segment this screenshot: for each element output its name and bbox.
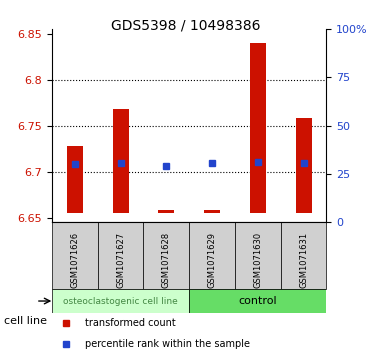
FancyBboxPatch shape — [189, 289, 326, 314]
Bar — [158, 211, 174, 213]
Text: cell line: cell line — [4, 316, 47, 326]
Bar — [112, 109, 129, 213]
Text: control: control — [239, 296, 277, 306]
Text: GSM1071630: GSM1071630 — [253, 232, 262, 288]
Text: GSM1071631: GSM1071631 — [299, 232, 308, 288]
Text: GSM1071626: GSM1071626 — [70, 232, 79, 288]
Text: GDS5398 / 10498386: GDS5398 / 10498386 — [111, 18, 260, 32]
FancyBboxPatch shape — [52, 289, 189, 314]
Bar — [296, 118, 312, 213]
Text: GSM1071627: GSM1071627 — [116, 232, 125, 288]
FancyBboxPatch shape — [52, 222, 98, 289]
Text: osteoclastogenic cell line: osteoclastogenic cell line — [63, 297, 178, 306]
FancyBboxPatch shape — [281, 222, 326, 289]
Text: GSM1071628: GSM1071628 — [162, 232, 171, 288]
FancyBboxPatch shape — [98, 222, 144, 289]
Bar — [250, 43, 266, 213]
Text: percentile rank within the sample: percentile rank within the sample — [85, 339, 250, 349]
Bar — [67, 146, 83, 213]
FancyBboxPatch shape — [189, 222, 235, 289]
Text: GSM1071629: GSM1071629 — [208, 232, 217, 288]
FancyBboxPatch shape — [144, 222, 189, 289]
FancyBboxPatch shape — [235, 222, 281, 289]
Text: transformed count: transformed count — [85, 318, 175, 328]
Bar — [204, 211, 220, 213]
